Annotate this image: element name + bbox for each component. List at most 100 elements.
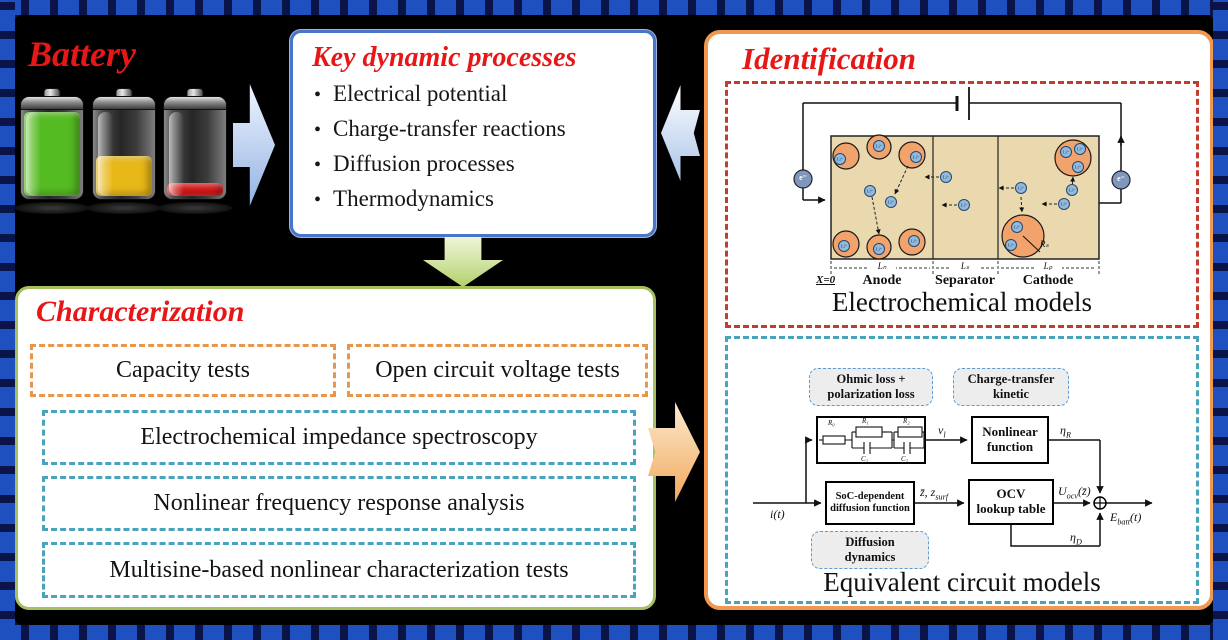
r1-label: R₁	[862, 417, 869, 425]
region-dividers	[932, 136, 999, 259]
svg-text:Li⁺: Li⁺	[1077, 147, 1084, 152]
cathode-thickness-label: Lₚ	[1034, 261, 1062, 272]
svg-text:Li⁺: Li⁺	[1063, 150, 1070, 155]
eis-tests-box: Electrochemical impedance spectroscopy	[42, 410, 636, 465]
battery-cap	[21, 97, 83, 110]
block-line: SoC-dependent	[835, 490, 905, 502]
annotation-line: Charge-transfer	[967, 372, 1055, 386]
svg-text:Li⁺: Li⁺	[1014, 225, 1021, 230]
key-processes-title: Key dynamic processes	[312, 42, 577, 73]
electrode-particles	[832, 134, 1092, 260]
summing-junction	[1093, 496, 1107, 510]
identification-box: Identification	[704, 30, 1214, 610]
electrochemical-models-caption: Electrochemical models	[831, 287, 1093, 317]
electron-label: e⁻	[1117, 174, 1125, 183]
battery-cap	[93, 97, 155, 110]
electron-label: e⁻	[799, 173, 807, 182]
frame-border-left	[0, 0, 15, 640]
output-voltage-label: Ebatt(t)	[1110, 510, 1142, 527]
equivalent-circuit-panel: Ohmic loss + polarization loss Charge-tr…	[725, 336, 1199, 604]
r0-label: R₀	[828, 419, 835, 427]
annotation-line: dynamics	[844, 550, 896, 564]
battery-full-icon	[15, 88, 89, 214]
characterization-box: Characterization Capacity tests Open cir…	[15, 286, 656, 610]
svg-text:Li⁺: Li⁺	[911, 239, 918, 244]
battery-body	[163, 96, 227, 200]
svg-text:Li⁺: Li⁺	[961, 203, 968, 208]
svg-text:Li⁺: Li⁺	[876, 144, 883, 149]
svg-text:Li⁺: Li⁺	[1008, 243, 1015, 248]
frame-border-right	[1213, 0, 1228, 640]
particle-radius-label: Rₛ	[1040, 239, 1049, 249]
annotation-line: Diffusion	[845, 535, 895, 549]
battery-title: Battery	[28, 34, 136, 74]
characterization-title: Characterization	[36, 295, 245, 328]
list-item: Diffusion processes	[314, 147, 653, 182]
separator-thickness-label: Lₛ	[951, 261, 979, 272]
x-zero-label: X=0	[816, 274, 836, 286]
ocv-tests-box: Open circuit voltage tests	[347, 344, 648, 397]
battery-base	[158, 202, 232, 214]
battery-gloss	[169, 112, 184, 196]
list-item: Charge-transfer reactions	[314, 112, 653, 147]
svg-text:Li⁺: Li⁺	[1075, 165, 1082, 170]
capacity-tests-box: Capacity tests	[30, 344, 336, 397]
frame-border-top	[0, 0, 1228, 15]
key-processes-list: Electrical potential Charge-transfer rea…	[314, 77, 653, 217]
svg-text:Li⁺: Li⁺	[913, 155, 920, 160]
uocv-label: Uocv(z̄)	[1058, 484, 1091, 501]
battery-gloss	[98, 112, 113, 196]
annotation-line: polarization loss	[827, 387, 915, 401]
lithium-ions: Li⁺ Li⁺ Li⁺ Li⁺ Li⁺ Li⁺ Li⁺ Li⁺ Li⁺ Li⁺ Li⁺ Li⁺ Li⁺ L…	[834, 140, 1086, 255]
list-item: Electrical potential	[314, 77, 653, 112]
ohmic-loss-annotation: Ohmic loss + polarization loss	[809, 368, 933, 406]
ocv-lookup-block: OCV lookup table	[968, 479, 1054, 525]
svg-text:Li⁺: Li⁺	[1061, 202, 1068, 207]
battery-base	[87, 202, 161, 214]
battery-body	[20, 96, 84, 200]
eta-d-label: ηD	[1070, 530, 1082, 547]
nonlinear-function-block: Nonlinear function	[971, 416, 1049, 464]
key-processes-box: Key dynamic processes Electrical potenti…	[290, 30, 656, 237]
vl-label: vl	[938, 423, 946, 440]
electron-nodes	[793, 169, 1131, 190]
identification-title: Identification	[742, 41, 916, 76]
list-item: Thermodynamics	[314, 182, 653, 217]
diffusion-dynamics-annotation: Diffusion dynamics	[811, 531, 929, 569]
battery-cap	[164, 97, 226, 110]
cathode-label: Cathode	[1022, 273, 1074, 288]
soc-diffusion-block: SoC-dependent diffusion function	[825, 481, 915, 525]
charge-transfer-annotation: Charge-transfer kinetic	[953, 368, 1069, 406]
battery-circuit-wires	[802, 87, 1125, 204]
r2-label: R₂	[903, 417, 910, 425]
block-line: Nonlinear	[982, 424, 1038, 440]
anode-thickness-label: Lₙ	[868, 261, 896, 272]
annotation-line: Ohmic loss +	[836, 372, 906, 386]
svg-text:Li⁺: Li⁺	[1069, 188, 1076, 193]
c2-label: C₂	[901, 455, 909, 463]
battery-half-icon	[87, 88, 161, 214]
eta-r-label: ηR	[1060, 423, 1071, 440]
block-line: lookup table	[976, 501, 1046, 516]
nfra-tests-box: Nonlinear frequency response analysis	[42, 476, 636, 531]
svg-text:Li⁺: Li⁺	[841, 244, 848, 249]
svg-text:Li⁺: Li⁺	[867, 189, 874, 194]
particle-radius-line	[1022, 235, 1041, 253]
anode-label: Anode	[862, 273, 902, 288]
block-line: OCV	[996, 486, 1026, 502]
signal-wires	[753, 436, 1153, 547]
multisine-tests-box: Multisine-based nonlinear characterizati…	[42, 542, 636, 598]
svg-text:Li⁺: Li⁺	[888, 200, 895, 205]
svg-text:Li⁺: Li⁺	[943, 175, 950, 180]
ion-motion-arrows	[871, 165, 1076, 235]
frame-border-bottom	[0, 625, 1228, 640]
soc-output-label: z̄, zsurf	[920, 485, 949, 502]
svg-text:Li⁺: Li⁺	[837, 157, 844, 162]
separator-label: Separator	[935, 273, 995, 288]
battery-low-icon	[158, 88, 232, 214]
cell-region	[830, 135, 1100, 260]
input-current-label: i(t)	[770, 507, 785, 521]
battery-base	[15, 202, 89, 214]
block-line: diffusion function	[830, 503, 910, 514]
